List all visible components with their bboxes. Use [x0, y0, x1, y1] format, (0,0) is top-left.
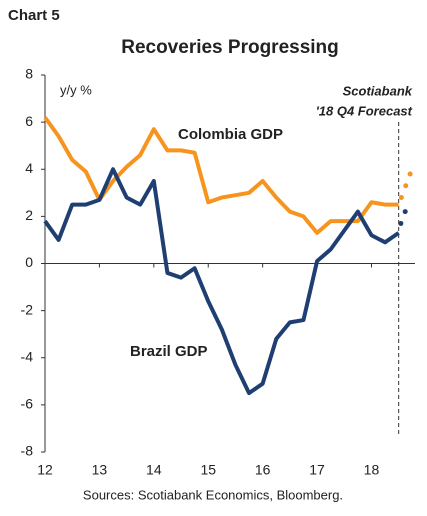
- x-tick-label: 12: [37, 462, 53, 478]
- y-tick-label: 8: [25, 66, 33, 82]
- y-tick-label: -2: [21, 301, 34, 317]
- chart-label: Chart 5: [8, 7, 60, 24]
- chart-title: Recoveries Progressing: [121, 37, 339, 58]
- x-tick-label: 15: [200, 462, 216, 478]
- y-tick-label: 2: [25, 207, 33, 223]
- forecast-dot: [407, 171, 413, 177]
- series-label: Colombia GDP: [178, 126, 283, 143]
- x-tick-label: 17: [309, 462, 325, 478]
- forecast-dot: [403, 183, 409, 189]
- y-tick-label: -6: [21, 396, 34, 412]
- series-line: [43, 167, 400, 396]
- x-tick-label: 16: [255, 462, 271, 478]
- forecast-dot: [402, 209, 408, 215]
- x-tick-label: 18: [364, 462, 380, 478]
- forecast-dot: [398, 220, 404, 226]
- y-tick-label: 0: [25, 254, 33, 270]
- y-tick-label: 6: [25, 113, 33, 129]
- x-tick-label: 14: [146, 462, 162, 478]
- y-tick-label: -4: [21, 348, 34, 364]
- y-tick-label: 4: [25, 160, 33, 176]
- x-tick-label: 13: [92, 462, 108, 478]
- source-note: Sources: Scotiabank Economics, Bloomberg…: [83, 487, 343, 502]
- y-axis-label: y/y %: [60, 82, 92, 97]
- y-tick-label: -8: [21, 443, 34, 459]
- forecast-dot: [398, 195, 404, 201]
- forecast-label: Scotiabank: [343, 83, 413, 98]
- series-label: Brazil GDP: [130, 343, 208, 360]
- forecast-label: '18 Q4 Forecast: [316, 103, 413, 118]
